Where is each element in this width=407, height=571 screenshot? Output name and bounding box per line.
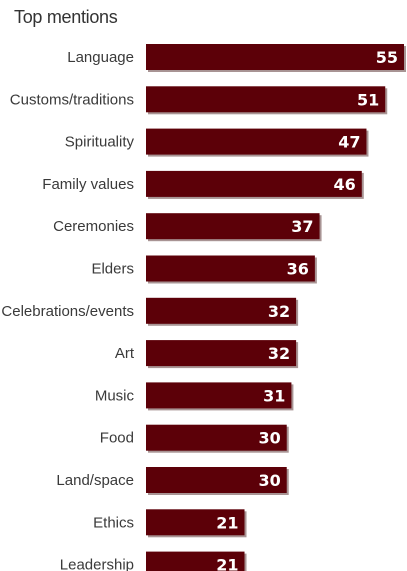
category-label: Celebrations/events [1, 303, 134, 320]
category-label: Spirituality [65, 134, 135, 151]
category-label: Art [115, 345, 135, 362]
category-label: Family values [42, 176, 134, 193]
value-label: 30 [258, 471, 280, 490]
value-label: 37 [291, 217, 313, 236]
category-label: Elders [91, 261, 134, 278]
value-label: 32 [268, 302, 290, 321]
value-label: 31 [263, 386, 285, 405]
bar [146, 86, 385, 112]
bar [146, 44, 404, 70]
category-label: Food [100, 430, 134, 447]
category-label: Leadership [60, 557, 134, 571]
value-label: 21 [216, 513, 238, 532]
category-label: Ceremonies [53, 218, 134, 235]
value-label: 47 [338, 133, 360, 152]
category-label: Ethics [93, 514, 134, 531]
value-label: 51 [357, 90, 379, 109]
category-label: Music [95, 387, 135, 404]
category-label: Language [67, 49, 134, 66]
value-label: 46 [334, 175, 356, 194]
category-label: Land/space [56, 472, 134, 489]
bar [146, 129, 366, 155]
category-label: Customs/traditions [10, 91, 134, 108]
value-label: 30 [258, 429, 280, 448]
value-label: 36 [287, 260, 309, 279]
value-label: 21 [216, 556, 238, 571]
value-label: 32 [268, 344, 290, 363]
bar [146, 171, 362, 197]
value-label: 55 [376, 48, 398, 67]
